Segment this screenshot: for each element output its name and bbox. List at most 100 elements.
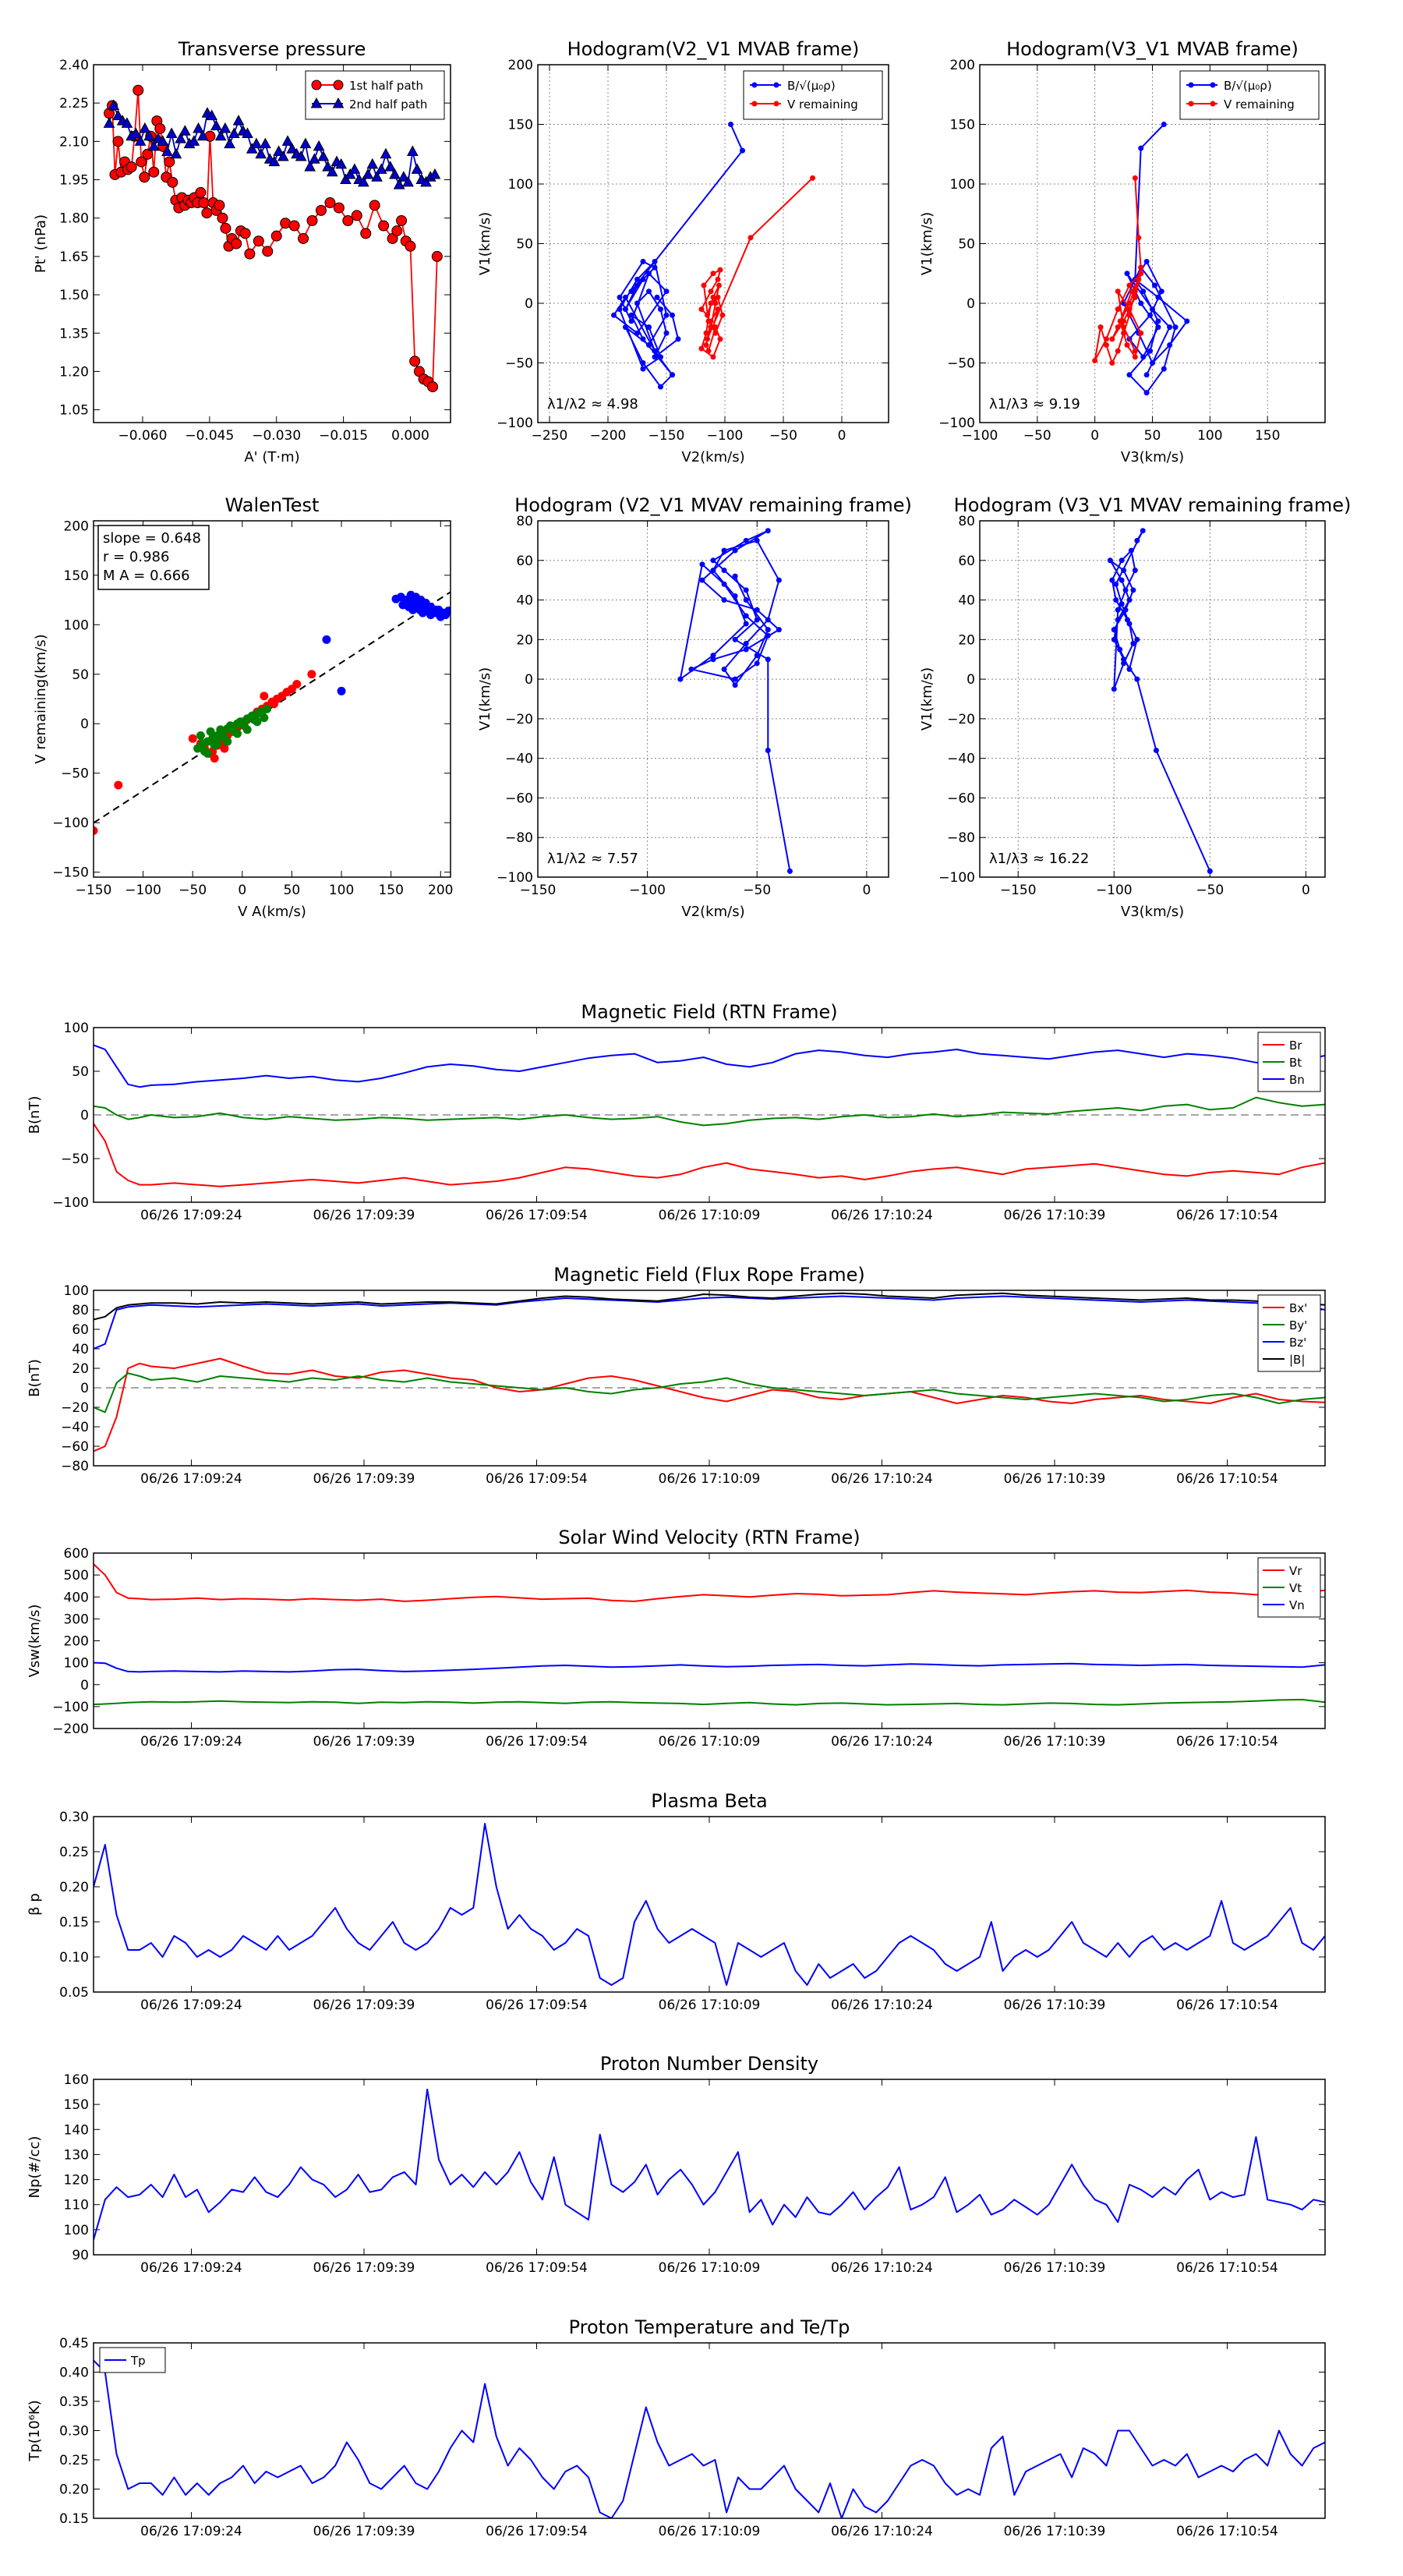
plot-area [677, 528, 793, 874]
legend-label: V remaining [787, 97, 858, 111]
x-tick-label: 06/26 17:10:24 [831, 1471, 933, 1487]
point-2nd-half [242, 127, 253, 139]
y-tick-label: −20 [947, 712, 975, 727]
x-tick-label: −200 [590, 428, 627, 444]
walen-point [436, 610, 445, 620]
series-line-Tp [94, 2359, 1325, 2518]
plot-area [94, 1823, 1325, 1986]
legend-label: Bx' [1289, 1301, 1307, 1315]
hodogram-point [705, 348, 712, 354]
legend-marker [310, 97, 323, 108]
y-tick-label: −100 [938, 416, 975, 431]
series-line-Bn [94, 1044, 1325, 1088]
x-tick-label: 06/26 17:10:24 [831, 1208, 933, 1223]
point-1st-half [342, 214, 354, 226]
legend-label: Tp [130, 2354, 146, 2368]
y-tick-label: 50 [516, 237, 533, 253]
hodogram-point [646, 288, 652, 295]
point-2nd-half [362, 168, 374, 179]
y-tick-label: −50 [505, 356, 533, 372]
hodogram-point [1158, 288, 1164, 295]
x-axis-label: V3(km/s) [1121, 904, 1184, 920]
point-2nd-half [143, 129, 155, 141]
hodogram-point [634, 282, 640, 288]
point-1st-half [351, 210, 362, 221]
hodogram-point [754, 660, 760, 667]
axes-background [538, 521, 889, 877]
legend-label: Bt [1289, 1056, 1302, 1070]
hodogram-point [728, 122, 733, 127]
point-2nd-half [165, 127, 178, 139]
point-2nd-half [411, 163, 423, 174]
hodogram-point [1121, 656, 1127, 663]
point-2nd-half [206, 109, 218, 121]
hodogram-point [1150, 306, 1155, 313]
y-tick-label: −40 [61, 1420, 89, 1435]
point-2nd-half [250, 137, 263, 149]
point-1st-half [148, 166, 160, 178]
axes-frame [93, 1027, 1326, 1203]
point-2nd-half [299, 137, 312, 149]
hodogram-point [1138, 300, 1144, 306]
panel-title: Hodogram(V2_V1 MVAB frame) [567, 38, 860, 60]
hodogram-point [1107, 557, 1113, 564]
x-tick-label: 06/26 17:09:39 [313, 2524, 415, 2539]
point-2nd-half [326, 165, 338, 177]
hodogram-point [719, 312, 726, 318]
hodogram-point [1184, 318, 1190, 324]
hodogram-point [716, 282, 722, 288]
hodogram-point [1121, 330, 1127, 336]
y-tick-label: 110 [64, 2198, 89, 2213]
hodogram-point [663, 330, 670, 336]
hodogram-point [1167, 324, 1173, 331]
hodogram-point [810, 175, 815, 181]
x-tick-label: 06/26 17:10:09 [659, 1997, 761, 2013]
hodogram-point [1109, 577, 1115, 583]
x-tick-label: 06/26 17:09:39 [313, 1734, 415, 1750]
y-tick-label: 80 [72, 1303, 89, 1318]
point-2nd-half [304, 161, 316, 172]
hodogram-point [1111, 686, 1117, 692]
hodogram-point [708, 288, 714, 295]
y-axis-label: Pt' (nPa) [33, 214, 49, 273]
hodogram-point [646, 324, 652, 331]
y-tick-label: 120 [64, 2173, 89, 2189]
x-tick-label: 06/26 17:10:54 [1176, 2524, 1278, 2539]
hodogram-point [654, 294, 660, 300]
hodogram-point [1129, 288, 1135, 295]
y-tick-label: 200 [64, 518, 89, 534]
point-2nd-half [317, 150, 330, 161]
y-tick-label: 20 [516, 632, 533, 648]
y-tick-label: 1.20 [59, 364, 89, 380]
point-1st-half [195, 186, 207, 198]
y-axis-label: Vsw(km/s) [27, 1605, 43, 1678]
point-2nd-half [112, 109, 124, 121]
x-tick-label: 06/26 17:09:39 [313, 2260, 415, 2276]
x-axis-label: A' (T·m) [244, 449, 299, 465]
point-1st-half [391, 225, 403, 237]
y-tick-label: 2.40 [59, 58, 89, 73]
x-tick-label: −50 [1023, 428, 1051, 444]
x-tick-label: 06/26 17:10:39 [1004, 2260, 1106, 2276]
plot-area [611, 122, 815, 390]
x-tick-label: 06/26 17:10:09 [659, 1471, 761, 1487]
point-2nd-half [313, 140, 325, 151]
x-tick-label: 0.000 [391, 428, 429, 444]
plot-area [94, 590, 451, 835]
y-tick-label: 0.25 [59, 2453, 89, 2468]
series-line-Bt [94, 1096, 1325, 1127]
hodogram-point [1126, 597, 1133, 603]
hodogram-point [1121, 567, 1127, 573]
hodogram-point [1117, 646, 1123, 653]
y-tick-label: −100 [497, 416, 533, 431]
x-tick-label: −0.015 [319, 428, 368, 444]
hodogram-point [721, 567, 727, 573]
hodogram-point [765, 656, 771, 663]
y-tick-label: 0.15 [59, 1915, 89, 1930]
hodogram-point [1103, 342, 1109, 349]
hodogram-point [754, 653, 760, 659]
hodogram-point [1138, 145, 1144, 151]
x-tick-label: 150 [1255, 428, 1280, 444]
x-tick-label: 06/26 17:10:09 [659, 1208, 761, 1223]
hodogram-point [715, 306, 721, 313]
